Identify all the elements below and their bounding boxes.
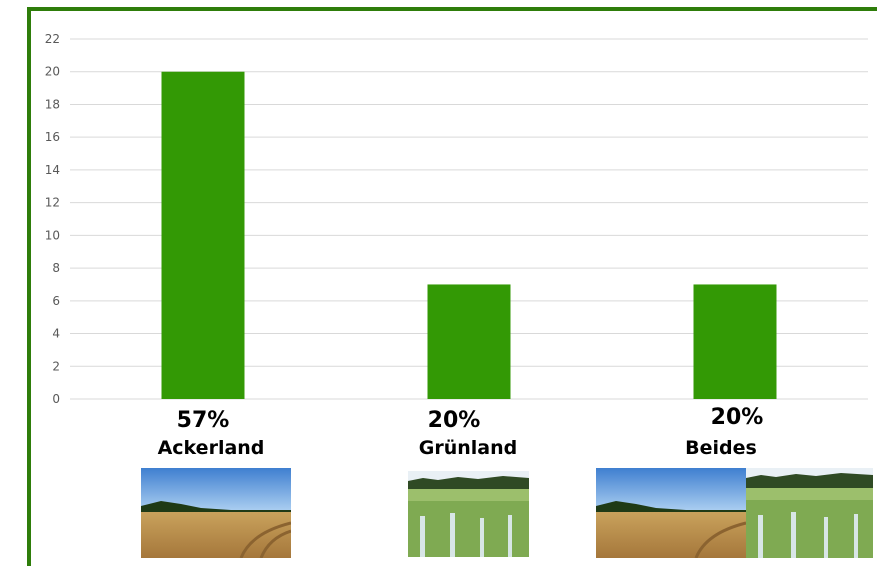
gruenland-photo xyxy=(408,471,529,557)
y-tick-label: 12 xyxy=(45,196,60,210)
y-tick-label: 6 xyxy=(52,294,60,308)
percent-label-ackerland: 57% xyxy=(176,408,230,433)
bar-chart: 0 2 4 6 8 10 12 14 16 18 20 22 xyxy=(45,32,868,406)
y-tick-label: 16 xyxy=(45,130,60,144)
y-tick-label: 4 xyxy=(52,327,60,341)
y-tick-label: 0 xyxy=(52,392,60,406)
category-label-gruenland: Grünland xyxy=(418,437,518,459)
percent-label-gruenland: 20% xyxy=(427,408,481,433)
y-tick-label: 14 xyxy=(45,163,60,177)
percent-label-beides: 20% xyxy=(710,405,764,430)
y-tick-label: 10 xyxy=(45,228,60,242)
bar-beides xyxy=(693,284,777,399)
category-label-ackerland: Ackerland xyxy=(157,437,265,459)
y-tick-label: 20 xyxy=(45,65,60,79)
beides-photo xyxy=(596,468,873,558)
frame-border-top xyxy=(27,7,877,11)
frame-border-left xyxy=(27,7,31,566)
y-tick-label: 22 xyxy=(45,32,60,46)
y-tick-label: 2 xyxy=(52,359,60,373)
category-label-beides: Beides xyxy=(685,437,757,459)
bar-ackerland xyxy=(161,71,245,400)
y-tick-label: 18 xyxy=(45,97,60,111)
y-tick-label: 8 xyxy=(52,261,60,275)
ackerland-photo xyxy=(141,468,291,558)
bar-gruenland xyxy=(427,284,511,399)
